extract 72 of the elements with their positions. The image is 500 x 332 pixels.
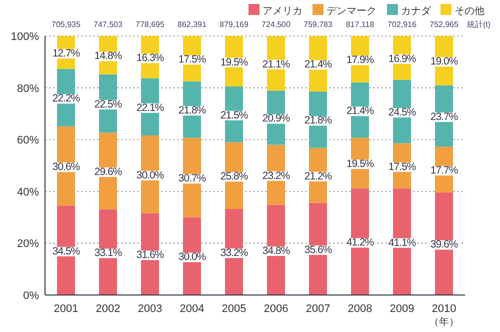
data-label: 17.9% [346,54,374,66]
x-tick-label: 2007 [306,303,330,315]
data-label: 21.8% [304,114,332,127]
text: 747,503 [94,20,124,29]
data-label: 35.6% [304,244,332,256]
data-label: 33.2% [220,247,248,260]
data-label: 12.7% [52,47,80,60]
data-label: 22.1% [136,102,164,114]
data-label: 41.2% [346,236,374,249]
x-tick-label: 2003 [138,303,162,315]
data-label: 29.6% [94,166,122,178]
data-label: 22.5% [94,98,122,110]
data-label: 17.5% [178,54,206,66]
legend-label: カナダ [401,5,432,17]
text: 862,391 [178,20,208,29]
data-label: 16.9% [388,52,416,65]
data-label: 21.8% [178,104,206,117]
data-label: 21.4% [346,105,374,118]
data-label: 21.5% [220,109,248,122]
text: 統計(t) [467,20,491,29]
data-label: 30.0% [136,169,164,182]
data-label: 41.1% [388,236,416,249]
y-tick-label: 40% [16,186,40,198]
data-label: 19.0% [430,56,458,68]
data-label: 23.2% [262,170,290,182]
data-label: 20.9% [262,112,290,125]
x-tick-label: 2009 [390,303,414,315]
x-axis-title: （年） [429,316,459,328]
data-label: 17.7% [430,164,458,177]
data-label: 22.2% [52,92,80,105]
data-label: 30.6% [52,161,80,174]
data-label: 19.5% [346,158,374,170]
data-label: 39.6% [430,238,458,251]
data-label: 30.7% [178,172,206,185]
text: 778,695 [136,20,166,29]
data-label: 21.1% [262,58,290,70]
data-label: 16.3% [136,52,164,64]
text: 817,118 [346,20,375,29]
data-label: 19.5% [220,56,248,68]
data-label: 34.5% [52,245,80,258]
y-tick-label: 80% [16,82,40,95]
y-tick-label: 0% [23,290,40,302]
x-tick-label: 2004 [180,303,204,315]
x-tick-label: 2001 [54,303,78,315]
data-label: 21.4% [304,58,332,71]
x-tick-label: 2008 [348,303,372,315]
y-tick-label: 100% [10,31,40,43]
data-label: 24.5% [388,106,416,118]
data-label: 14.8% [94,50,122,62]
data-label: 31.6% [136,249,164,262]
legend-label: アメリカ [262,6,302,17]
x-tick-label: 2006 [264,303,288,315]
x-tick-label: 2002 [96,303,120,315]
data-label: 17.5% [388,160,416,173]
legend-label: その他 [454,5,484,17]
text: 752,965 [430,20,460,29]
text: 759,783 [304,20,334,29]
data-label: 34.8% [262,244,290,257]
data-label: 21.2% [304,170,332,182]
legend-label: デンマーク [326,6,376,17]
y-tick-label: 20% [16,238,40,250]
text: 724,500 [262,20,292,29]
text: 879,169 [220,20,250,29]
x-tick-label: 2005 [222,303,246,315]
text: 705,935 [52,20,82,29]
data-label: 23.7% [430,110,458,123]
y-tick-label: 60% [16,134,40,147]
data-label: 25.8% [220,170,248,183]
data-label: 33.1% [94,247,122,260]
data-label: 30.0% [178,251,206,264]
text: 702,916 [388,20,418,29]
x-tick-label: 2010 [432,303,456,315]
